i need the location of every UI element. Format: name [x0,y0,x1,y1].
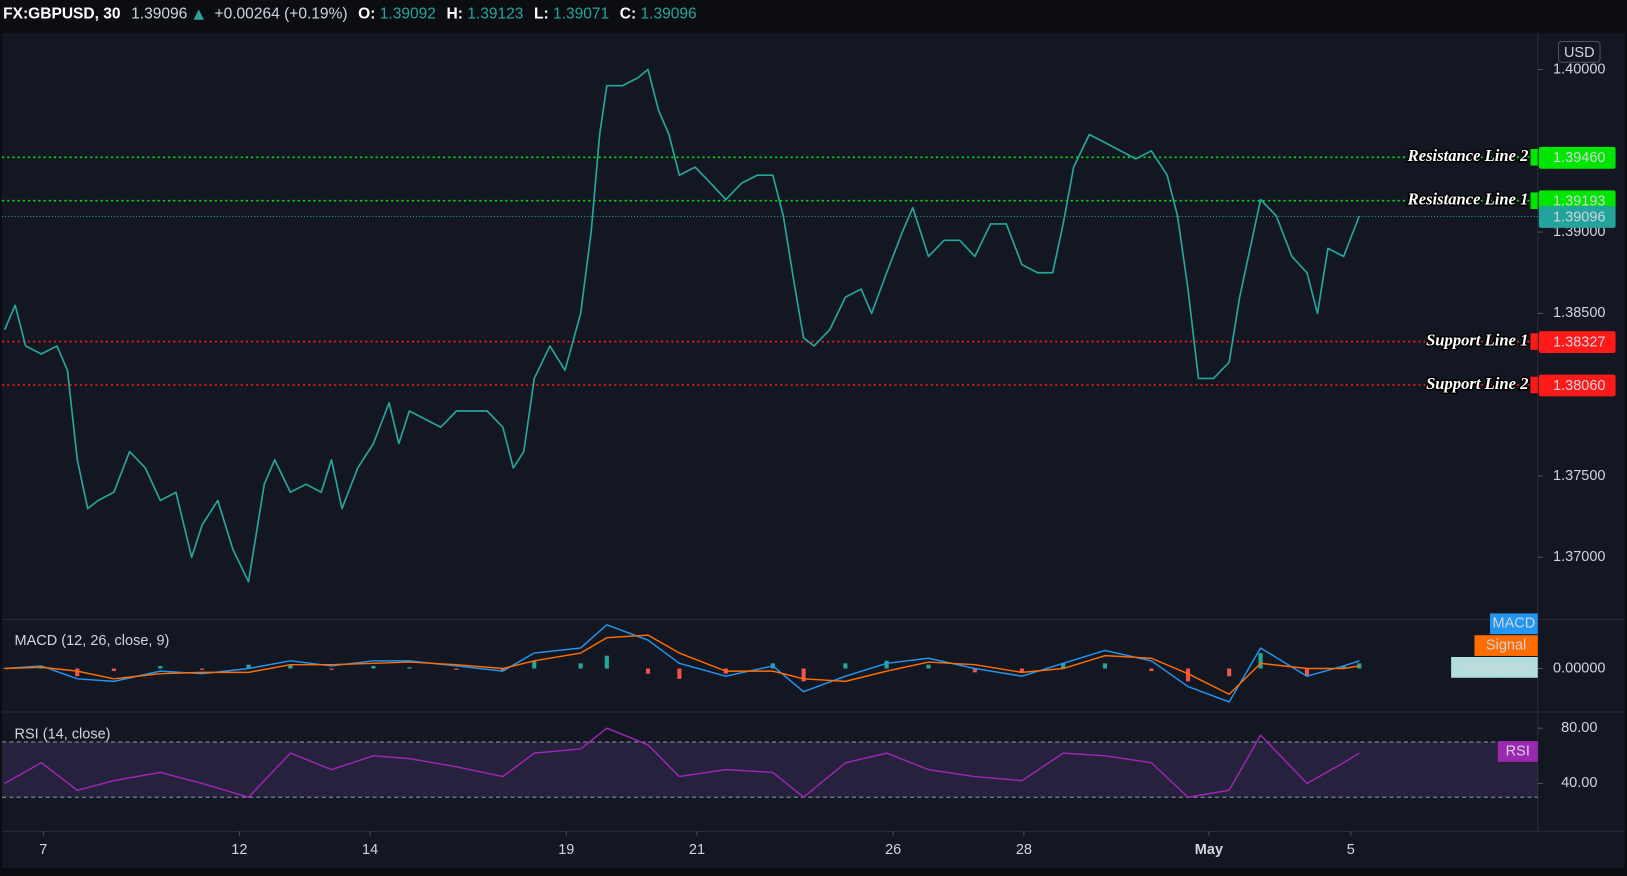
y-tick-label: 80.00 [1561,720,1597,736]
histogram-bar [578,663,583,669]
legend-label: Signal [1486,637,1526,653]
histogram-bar [677,668,682,679]
legend-tag [1497,741,1538,762]
histogram-bar [1019,668,1025,673]
x-tick-label: 7 [39,842,47,858]
x-tick-label: 26 [885,842,901,858]
x-tick-label: 5 [1347,842,1355,858]
level-label: Support Line 2 [1426,374,1528,393]
unit-box [1557,40,1601,63]
x-tick-label: 28 [1016,842,1032,858]
histogram-bar [407,667,412,669]
histogram-bar [884,660,889,669]
high-value: 1.39123 [467,6,523,23]
indicator-line [4,634,1360,695]
histogram-bar [1102,663,1108,669]
histogram-bar [75,668,80,677]
histogram-bar [1227,668,1232,677]
price-line [3,68,1361,583]
level-value: 1.38060 [1553,378,1605,394]
histogram-bar [111,668,116,672]
level-label: Resistance Line 2 [1407,146,1529,165]
level-swatch [1530,192,1538,210]
histogram-bar [1304,668,1310,677]
histogram-bar [200,668,205,670]
axis-unit: USD [1564,45,1595,61]
x-tick-label: 12 [231,842,247,858]
level-label: Support Line 1 [1426,330,1528,349]
x-tick-label: 19 [558,842,574,858]
low-label: L: [534,6,549,23]
open-value: 1.39092 [380,6,436,23]
y-tick-label: 1.38500 [1553,305,1605,321]
legend-tag [1451,657,1538,678]
histogram-bar [532,660,537,669]
indicator-title: RSI (14, close) [15,727,111,743]
histogram-bar [1341,665,1346,669]
y-tick-label: 1.40000 [1553,61,1605,77]
histogram-bar [1258,653,1263,669]
histogram-bar [158,665,163,669]
level-label: Resistance Line 1 [1407,190,1529,209]
histogram-bar [1061,663,1066,669]
legend-label: MACD [1493,616,1536,632]
y-tick-label: 1.39000 [1553,224,1605,240]
level-value: 1.38327 [1553,334,1605,350]
histogram-bar [329,668,334,670]
high-label: H: [447,6,463,23]
up-arrow-icon [193,9,204,20]
legend-label: Histogram [1461,659,1527,675]
x-tick-label: May [1195,842,1223,858]
histogram-bar [604,655,609,669]
level-swatch [1530,376,1538,394]
level-value: 1.39193 [1553,194,1605,210]
last-price-tag [1538,206,1616,228]
indicator-line [4,624,1360,703]
open-label: O: [358,6,375,23]
panel-area [2,33,1625,868]
level-value: 1.39460 [1553,150,1605,166]
level-swatch [1530,333,1538,350]
close-label: C: [620,6,636,23]
last-price: 1.39096 [131,6,187,23]
histogram-bar [801,668,806,682]
histogram-bar [288,664,293,669]
symbol: FX:GBPUSD, 30 [3,6,121,23]
histogram-bar [926,664,931,669]
level-tag [1538,331,1616,353]
y-tick-label: 1.37000 [1553,549,1605,565]
close-value: 1.39096 [640,6,696,23]
histogram-bar [843,663,848,669]
histogram-bar [1149,668,1154,672]
legend-tag [1490,613,1538,635]
level-tag [1538,146,1616,169]
legend-label: RSI [1506,743,1530,759]
y-tick-label: 1.37500 [1553,468,1605,484]
histogram-bar [454,668,459,670]
histogram-bar [1185,668,1191,682]
rsi-band [2,742,1538,798]
x-tick-label: 21 [689,842,705,858]
histogram-bar [645,668,651,674]
histogram-bar [246,664,251,669]
low-value: 1.39071 [553,6,609,23]
legend-tag [1474,635,1538,656]
change: +0.00264 (+0.19%) [215,6,348,23]
last-price-value: 1.39096 [1553,209,1605,225]
y-tick-label: 0.00000 [1553,660,1605,676]
histogram-bar [972,668,977,673]
histogram-bar [371,665,376,669]
header: FX:GBPUSD, 30 1.39096 +0.00264 (+0.19%) … [3,6,697,23]
histogram-bar [500,668,505,672]
level-swatch [1530,148,1538,166]
y-tick-label: 40.00 [1561,775,1597,791]
indicator-line [4,727,1360,798]
level-tag [1538,374,1616,397]
indicator-title: MACD (12, 26, close, 9) [15,633,170,649]
x-tick-label: 14 [362,842,378,858]
